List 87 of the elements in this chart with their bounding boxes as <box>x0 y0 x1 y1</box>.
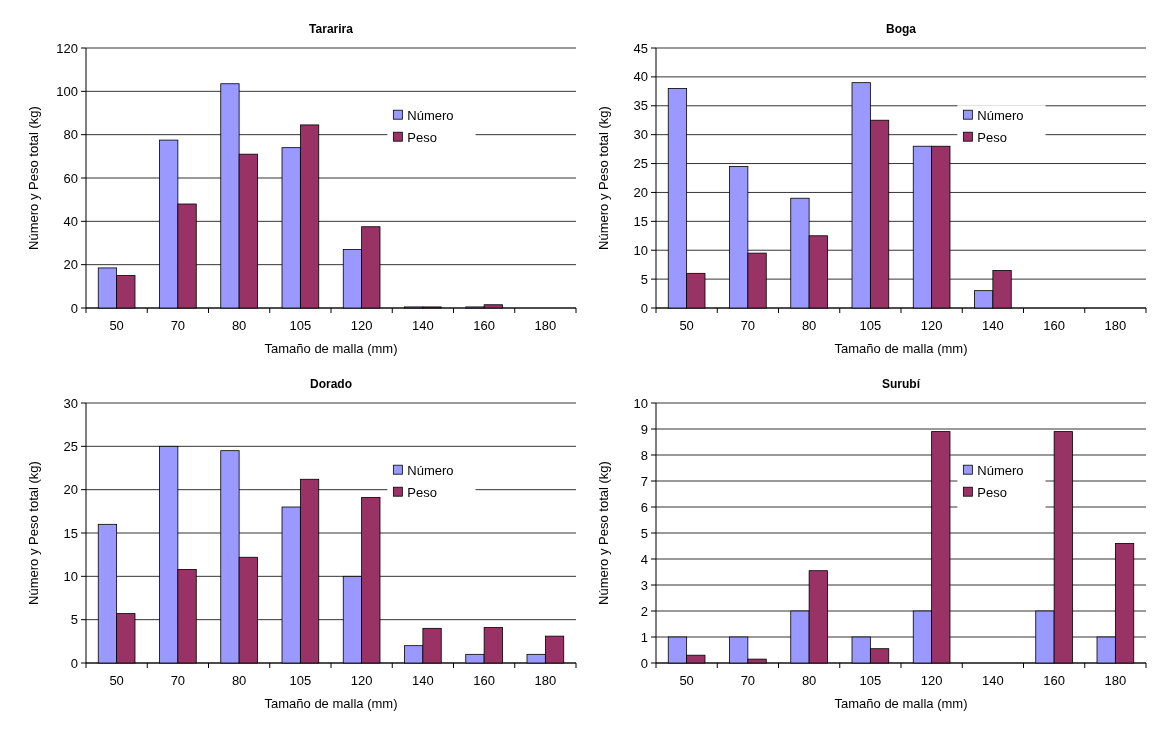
x-tick-label: 140 <box>412 673 434 688</box>
y-tick-label: 0 <box>640 300 648 316</box>
y-tick-label: 1 <box>640 629 648 645</box>
y-tick-label: 10 <box>633 242 648 258</box>
y-tick-label: 120 <box>56 40 78 56</box>
y-axis-title: Número y Peso total (kg) <box>596 106 611 250</box>
y-tick-label: 45 <box>633 40 648 56</box>
y-tick-label: 15 <box>633 213 648 229</box>
x-tick-label: 140 <box>982 318 1004 333</box>
x-tick-label: 160 <box>473 673 495 688</box>
y-tick-label: 9 <box>640 421 648 437</box>
y-tick-label: 5 <box>70 612 78 628</box>
x-tick-label: 80 <box>231 318 247 333</box>
y-tick-label: 5 <box>640 271 648 287</box>
legend-label: Número <box>977 462 1024 478</box>
x-tick-label: 105 <box>859 318 882 333</box>
x-tick-label: 120 <box>350 673 373 688</box>
x-tick-label: 70 <box>740 318 756 333</box>
y-tick-label: 6 <box>640 499 648 515</box>
x-tick-label: 160 <box>473 318 495 333</box>
x-axis-title: Tamaño de malla (mm) <box>264 341 398 356</box>
y-axis-title: Número y Peso total (kg) <box>26 461 41 605</box>
x-axis-title: Tamaño de malla (mm) <box>834 696 968 711</box>
chart-title: Surubí <box>882 377 921 391</box>
legend-label: Número <box>407 462 454 478</box>
x-tick-label: 50 <box>109 673 124 688</box>
x-tick-label: 180 <box>1104 673 1127 688</box>
x-tick-label: 105 <box>859 673 882 688</box>
x-tick-label: 120 <box>350 318 373 333</box>
y-tick-label: 10 <box>63 568 78 584</box>
y-tick-label: 2 <box>640 603 648 619</box>
y-tick-label: 15 <box>63 525 78 541</box>
legend-label: Peso <box>977 129 1007 145</box>
x-tick-label: 50 <box>679 318 694 333</box>
legend-label: Peso <box>407 484 437 500</box>
legend-label: Número <box>977 107 1024 123</box>
y-tick-label: 3 <box>640 577 648 593</box>
chart-title: Dorado <box>310 377 352 391</box>
x-axis-title: Tamaño de malla (mm) <box>264 696 398 711</box>
x-tick-label: 80 <box>801 318 817 333</box>
x-tick-label: 70 <box>740 673 756 688</box>
y-tick-label: 0 <box>640 655 648 671</box>
y-tick-label: 40 <box>633 69 648 85</box>
x-tick-label: 80 <box>801 673 817 688</box>
y-tick-label: 25 <box>63 438 78 454</box>
x-tick-label: 120 <box>920 318 943 333</box>
y-tick-label: 0 <box>70 655 78 671</box>
x-tick-label: 105 <box>289 318 312 333</box>
x-tick-label: 70 <box>170 673 186 688</box>
chart-title: Boga <box>886 22 917 36</box>
x-tick-label: 180 <box>534 673 557 688</box>
y-tick-label: 35 <box>633 98 648 114</box>
y-tick-label: 40 <box>63 213 78 229</box>
x-tick-label: 140 <box>982 673 1004 688</box>
x-tick-label: 180 <box>534 318 557 333</box>
y-axis-title: Número y Peso total (kg) <box>26 106 41 250</box>
legend-label: Peso <box>977 484 1007 500</box>
legend-label: Número <box>407 107 454 123</box>
y-tick-label: 20 <box>63 257 78 273</box>
y-tick-label: 30 <box>633 127 648 143</box>
y-tick-label: 100 <box>56 83 78 99</box>
y-tick-label: 5 <box>640 525 648 541</box>
legend-label: Peso <box>407 129 437 145</box>
x-tick-label: 70 <box>170 318 186 333</box>
y-tick-label: 7 <box>640 473 648 489</box>
x-tick-label: 160 <box>1043 318 1065 333</box>
y-tick-label: 80 <box>63 127 78 143</box>
chart-title: Tararira <box>309 22 354 36</box>
x-tick-label: 105 <box>289 673 312 688</box>
x-tick-label: 120 <box>920 673 943 688</box>
y-tick-label: 30 <box>63 395 78 411</box>
x-tick-label: 140 <box>412 318 434 333</box>
y-tick-label: 25 <box>633 156 648 172</box>
x-tick-label: 50 <box>109 318 124 333</box>
y-tick-label: 4 <box>640 551 648 567</box>
y-tick-label: 10 <box>633 395 648 411</box>
y-tick-label: 60 <box>63 170 78 186</box>
y-tick-label: 8 <box>640 447 648 463</box>
y-tick-label: 0 <box>70 300 78 316</box>
x-tick-label: 80 <box>231 673 247 688</box>
x-tick-label: 160 <box>1043 673 1065 688</box>
x-axis-title: Tamaño de malla (mm) <box>834 341 968 356</box>
y-tick-label: 20 <box>63 482 78 498</box>
x-tick-label: 50 <box>679 673 694 688</box>
y-tick-label: 20 <box>633 184 648 200</box>
x-tick-label: 180 <box>1104 318 1127 333</box>
y-axis-title: Número y Peso total (kg) <box>596 461 611 605</box>
